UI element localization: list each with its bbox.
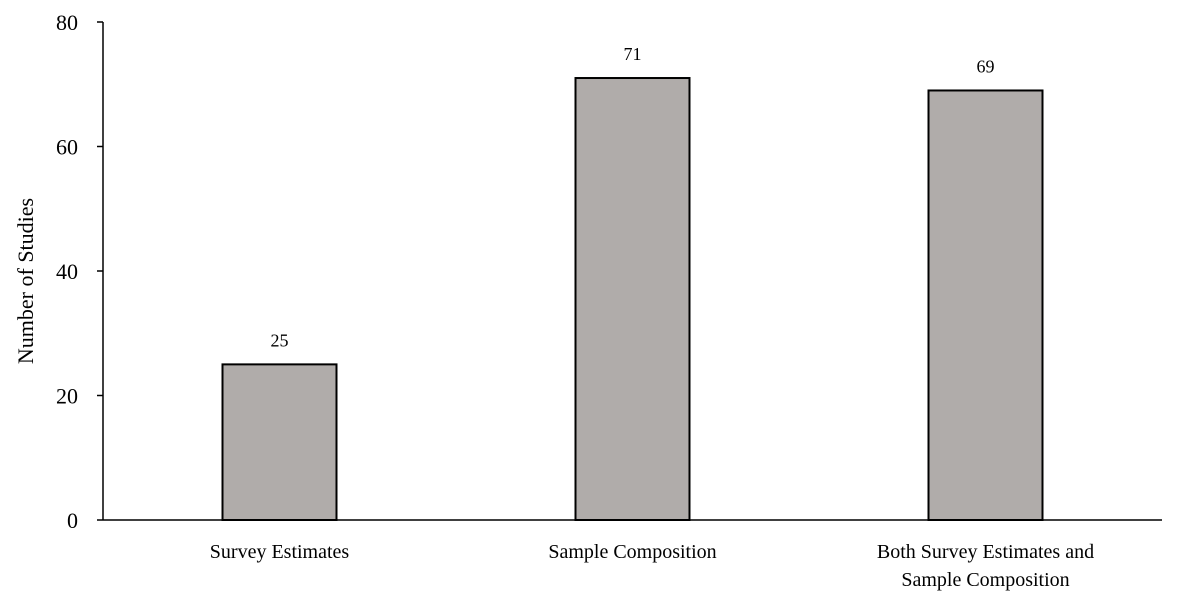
y-tick-label: 20 — [56, 384, 78, 409]
x-category-label: Both Survey Estimates and — [877, 541, 1094, 563]
data-labels: 25 71 69 — [271, 44, 995, 350]
y-tick-label: 60 — [56, 135, 78, 160]
y-axis-title: Number of Studies — [13, 198, 38, 364]
x-category-label: Sample Composition — [901, 569, 1069, 591]
x-category-label: Sample Composition — [548, 541, 716, 563]
bar-data-label: 71 — [624, 44, 642, 64]
x-axis-category-labels: Survey Estimates Sample Composition Both S… — [210, 541, 1094, 591]
bar — [574, 77, 691, 522]
bar-data-label: 69 — [977, 56, 995, 76]
y-tick-label: 40 — [56, 259, 78, 284]
bars — [221, 77, 1044, 522]
y-axis-ticks: 0 20 40 60 80 — [56, 10, 103, 533]
bar — [927, 89, 1044, 521]
y-tick-label: 0 — [67, 508, 78, 533]
x-category-label: Survey Estimates — [210, 541, 350, 563]
bar-data-label: 25 — [271, 330, 289, 350]
y-tick-label: 80 — [56, 10, 78, 35]
bar — [221, 363, 338, 521]
